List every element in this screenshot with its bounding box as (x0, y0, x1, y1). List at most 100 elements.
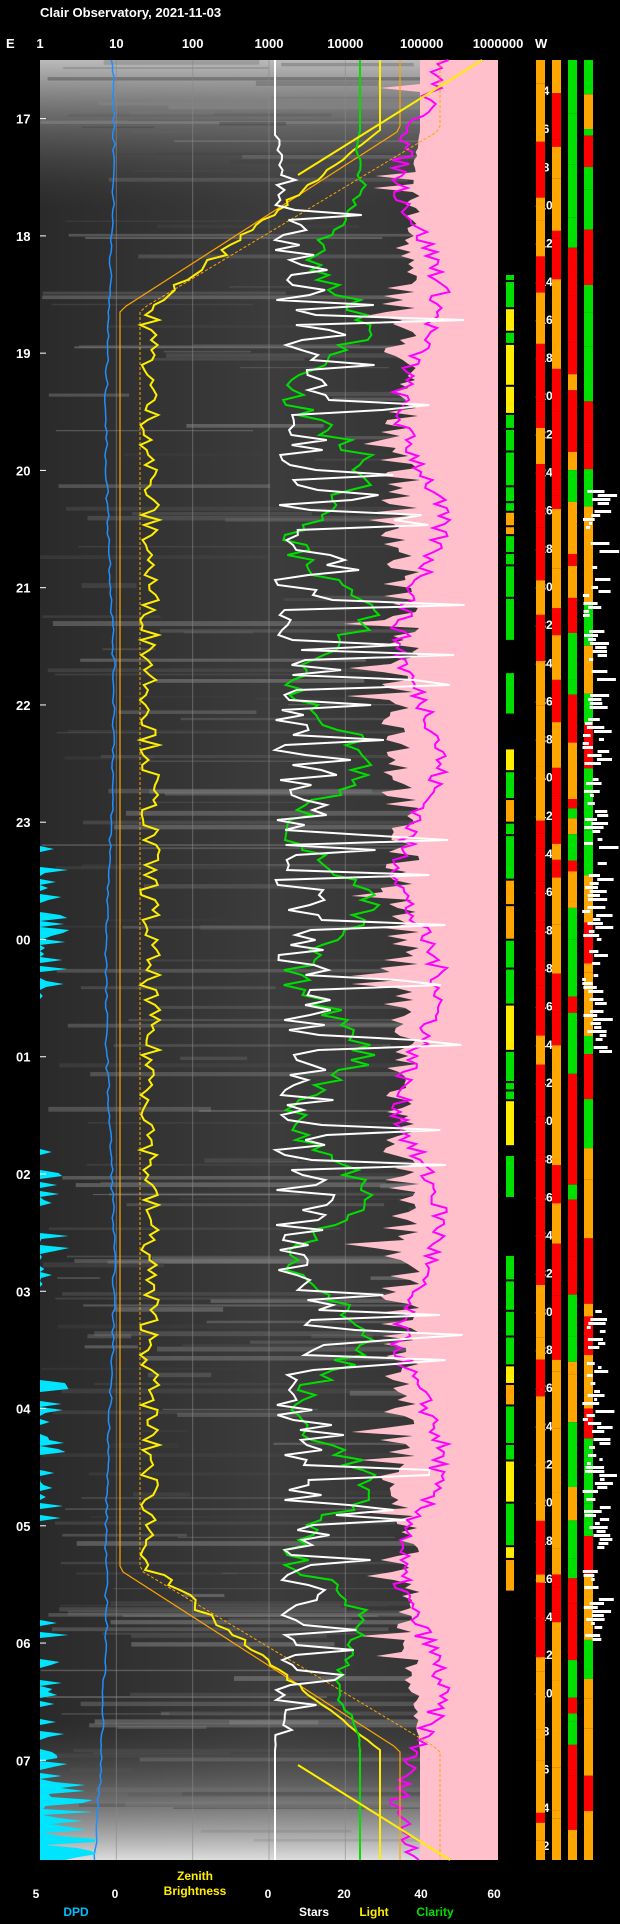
sky-streak (123, 696, 232, 698)
sky-streak (138, 254, 452, 259)
telescope-bar (597, 814, 609, 817)
sky-streak (55, 1297, 449, 1300)
telescope-bar (592, 498, 611, 501)
telescope-bar (583, 1606, 598, 1609)
telescope-bar (596, 938, 602, 941)
status-cell (536, 833, 545, 849)
time-label-03: 03 (16, 1284, 30, 1299)
status-cell (552, 1428, 561, 1493)
status-cell (584, 1148, 593, 1180)
sky-streak (253, 1838, 489, 1842)
time-label-20: 20 (16, 463, 30, 478)
telescope-bar (598, 1342, 606, 1345)
status-cell (568, 907, 577, 940)
sky-streak (266, 863, 326, 867)
telescope-bar (586, 1498, 596, 1501)
status-cell (568, 799, 577, 809)
status-cell (568, 1256, 577, 1295)
sky-streak (40, 1669, 277, 1672)
sky-streak (108, 788, 372, 794)
telescope-bar (582, 982, 593, 985)
status-cell (584, 1316, 593, 1356)
status-cell (584, 1639, 593, 1679)
stars-cell (506, 512, 514, 526)
sky-streak (42, 295, 440, 300)
status-cell (536, 1154, 545, 1207)
sky-streak (168, 105, 449, 110)
status-cell (584, 922, 593, 964)
telescope-column (582, 490, 620, 1641)
sky-streak (75, 1183, 473, 1188)
sky-streak (160, 1711, 491, 1716)
status-cell (536, 427, 545, 465)
status-cell (536, 1729, 545, 1740)
status-cell (552, 146, 561, 179)
status-cell (568, 342, 577, 375)
telescope-bar (584, 1514, 597, 1517)
status-cell (552, 509, 561, 569)
stars-cell (506, 1281, 514, 1310)
sky-streak (319, 1022, 434, 1027)
telescope-bar (595, 1310, 602, 1313)
telescope-bar (584, 1510, 602, 1513)
status-cell (536, 1582, 545, 1619)
telescope-bar (596, 758, 613, 761)
status-cell (536, 343, 545, 387)
sky-streak (40, 120, 452, 124)
sky-streak (47, 77, 466, 81)
telescope-bar (586, 1374, 593, 1377)
telescope-bar (593, 730, 612, 733)
telescope-bar (587, 802, 595, 805)
telescope-bar (587, 1422, 602, 1425)
telescope-bar (597, 678, 616, 681)
status-cell (536, 1389, 545, 1397)
telescope-bar (589, 702, 603, 705)
telescope-bar (589, 706, 608, 709)
sky-streak (145, 959, 467, 962)
status-cell (568, 1713, 577, 1722)
sky-streak (95, 1787, 445, 1792)
sky-streak (51, 113, 132, 115)
telescope-bar (591, 514, 601, 517)
telescope-bar (588, 1346, 600, 1349)
stars-tick-0: 0 (265, 1887, 272, 1901)
status-cell (584, 189, 593, 230)
status-cell (584, 1086, 593, 1100)
sky-streak (239, 366, 389, 369)
telescope-bar (587, 922, 603, 925)
sky-streak (186, 423, 324, 428)
sky-streak (164, 792, 403, 796)
telescope-bar (584, 1586, 599, 1589)
telescope-bar (593, 1018, 613, 1021)
sky-streak (210, 1299, 482, 1303)
status-cell (584, 645, 593, 694)
sky-streak (98, 102, 464, 106)
stars-cell (506, 1051, 514, 1082)
status-cell (536, 527, 545, 561)
sky-streak (80, 1701, 416, 1707)
sky-streak (131, 1642, 335, 1647)
status-cell (536, 292, 545, 344)
status-cell (584, 1054, 593, 1087)
sky-streak (94, 1382, 425, 1386)
telescope-bar (585, 722, 593, 725)
telescope-bar (596, 1530, 606, 1533)
status-cell (568, 1012, 577, 1035)
status-cell (584, 167, 593, 190)
sky-streak (80, 986, 276, 990)
stars-cell (506, 940, 514, 968)
status-cell (552, 1767, 561, 1811)
sky-streak (58, 484, 271, 488)
sky-streak (185, 1717, 278, 1719)
telescope-bar (592, 1638, 602, 1641)
telescope-bar (597, 862, 607, 865)
telescope-bar (593, 1046, 608, 1049)
sky-streak (81, 864, 382, 869)
telescope-bar (599, 550, 620, 553)
status-cell (568, 451, 577, 471)
status-cell (568, 1294, 577, 1337)
sky-streak (81, 583, 137, 589)
status-cell (584, 1238, 593, 1304)
sky-streak (242, 154, 445, 159)
sky-streak (118, 710, 257, 714)
